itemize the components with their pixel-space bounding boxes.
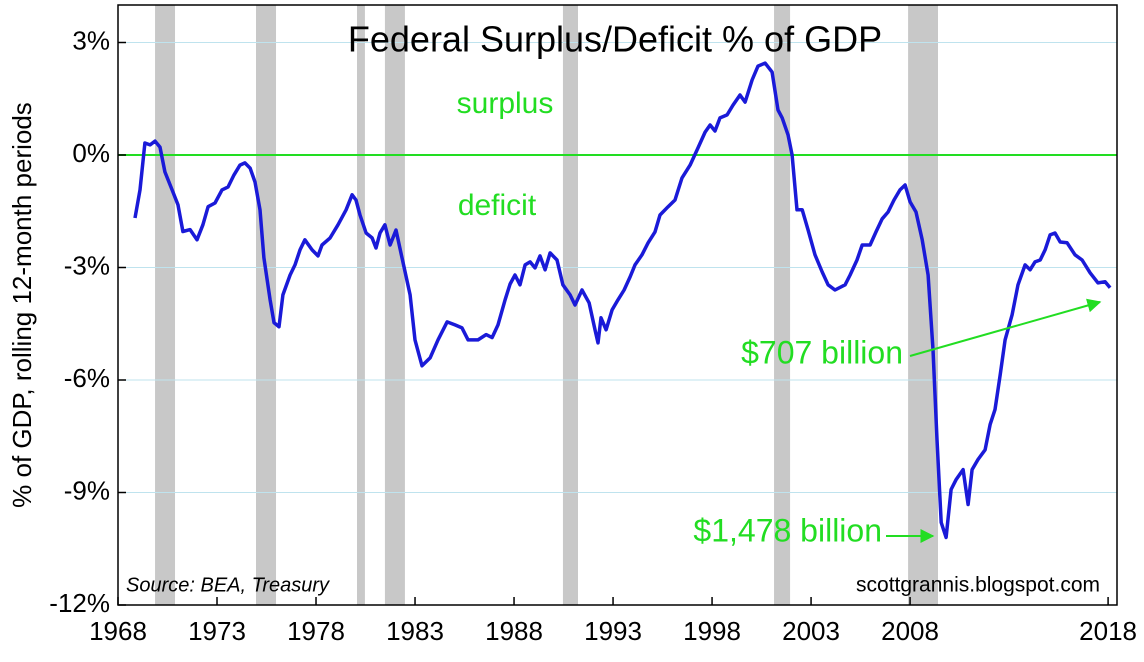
- series: [133, 61, 1112, 540]
- recession-band: [155, 5, 176, 605]
- plot-frame: [117, 4, 1118, 606]
- recession-band: [357, 5, 365, 605]
- x-tick-label: 2003: [782, 616, 840, 646]
- x-tick-label: 1988: [485, 616, 543, 646]
- annotation: $1,478 billion: [693, 512, 882, 548]
- annotation-arrow: [909, 298, 1102, 357]
- x-tick-label: 2018: [1079, 616, 1137, 646]
- y-tick-label: -9%: [64, 475, 110, 505]
- y-tick-label: -12%: [49, 588, 110, 618]
- recession-band: [256, 5, 277, 605]
- source: Source: BEA, Treasury: [126, 574, 330, 596]
- x-tick-label: 1983: [386, 616, 444, 646]
- y-axis-label: % of GDP, rolling 12-month periods: [7, 102, 37, 508]
- x-tick-label: 1973: [188, 616, 246, 646]
- y-tick-label: -6%: [64, 363, 110, 393]
- y-tick-label: 3%: [72, 25, 110, 55]
- recession-band: [384, 5, 405, 605]
- x-tick-label: 2008: [881, 616, 939, 646]
- chart-title: Federal Surplus/Deficit % of GDP: [348, 19, 882, 60]
- x-tick-label: 1968: [89, 616, 147, 646]
- annotation: $707 billion: [741, 334, 903, 370]
- x-tick-label: 1978: [287, 616, 345, 646]
- annotation: surplus: [457, 87, 554, 120]
- annotation: deficit: [458, 189, 537, 222]
- recession-band: [908, 5, 938, 605]
- x-tick-label: 1993: [584, 616, 642, 646]
- y-tick-label: -3%: [64, 250, 110, 280]
- x-tick-label: 1998: [683, 616, 741, 646]
- y-tick-label: 0%: [72, 138, 110, 168]
- watermark: scottgrannis.blogspot.com: [856, 574, 1100, 597]
- data-line: [133, 61, 1112, 540]
